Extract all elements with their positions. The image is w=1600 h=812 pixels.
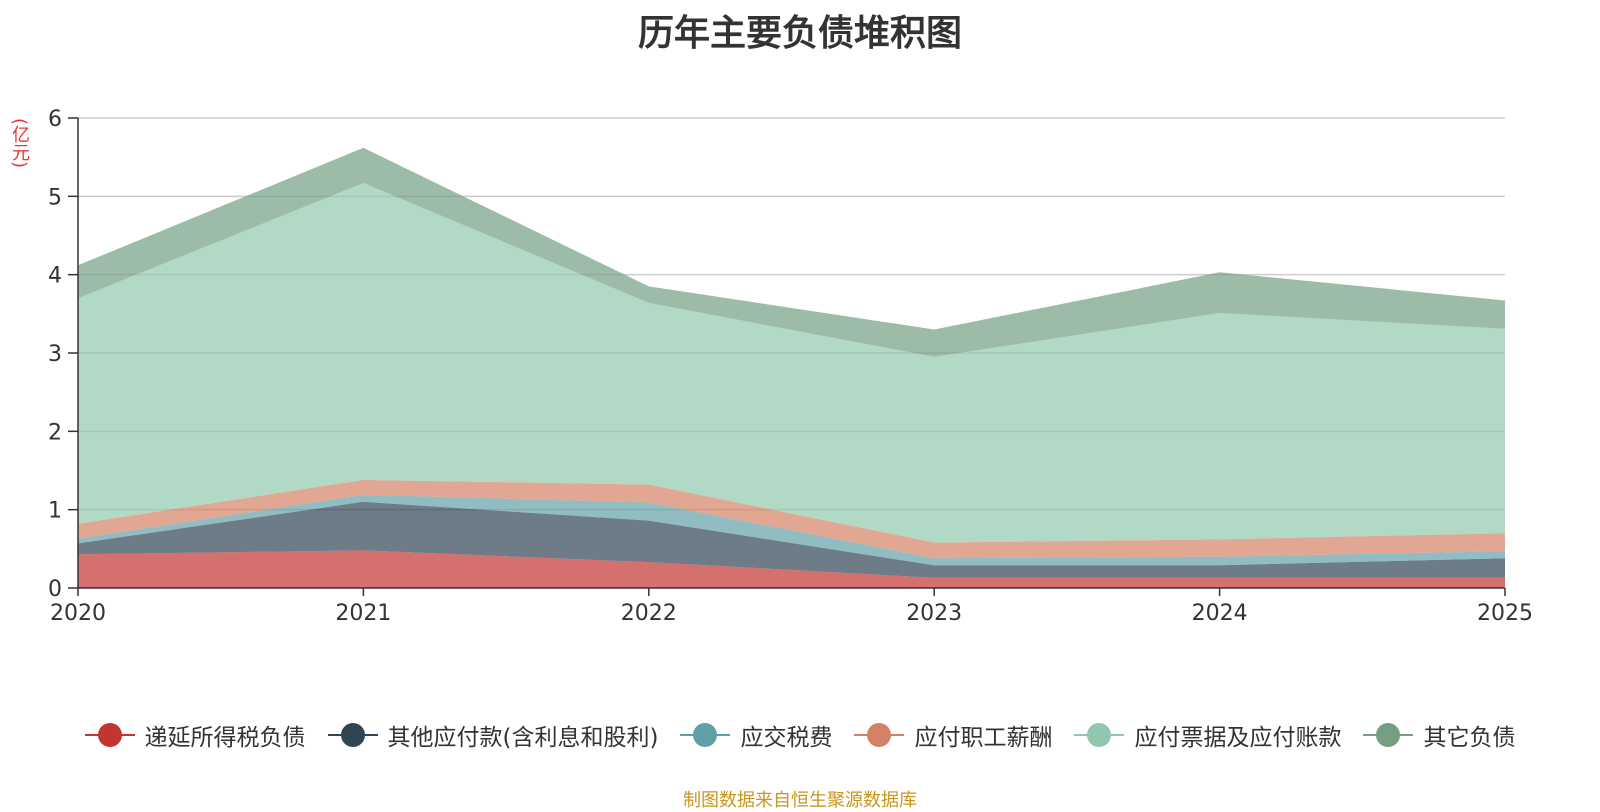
legend-item-5[interactable]: 应付票据及应付账款 — [1074, 718, 1341, 752]
y-tick-label: 2 — [48, 420, 62, 445]
y-tick-label: 5 — [48, 185, 62, 210]
y-tick-label: 4 — [48, 264, 62, 289]
x-tick-label: 2025 — [1477, 601, 1533, 626]
legend-label: 应付票据及应付账款 — [1134, 725, 1342, 751]
legend-item-2[interactable]: 其他应付款(含利息和股利) — [327, 718, 659, 752]
y-tick-label: 1 — [48, 499, 62, 524]
area-series-5 — [78, 183, 1505, 543]
area-series-2 — [78, 501, 1505, 578]
area-series-1 — [78, 550, 1505, 588]
area-series-6 — [78, 147, 1505, 357]
x-tick-label: 2020 — [50, 601, 106, 626]
area-series — [78, 147, 1505, 588]
x-tick-label: 2023 — [906, 601, 962, 626]
legend-item-4[interactable]: 应付职工薪酬 — [854, 718, 1052, 752]
x-tick-label: 2021 — [335, 601, 391, 626]
legend-item-3[interactable]: 应交税费 — [680, 718, 832, 752]
legend-label: 递延所得税负债 — [144, 725, 306, 751]
y-tick-label: 3 — [48, 342, 62, 367]
legend-marker-icon — [680, 723, 731, 747]
x-tick-label: 2022 — [621, 601, 677, 626]
legend-label: 应交税费 — [740, 725, 833, 751]
legend-label: 应付职工薪酬 — [914, 725, 1053, 751]
legend-marker-icon — [1363, 723, 1414, 747]
legend-marker-icon — [854, 723, 905, 747]
legend: 递延所得税负债 其他应付款(含利息和股利) 应交税费 应付职工薪酬 应付票据及应付账款 其… — [0, 718, 1600, 752]
legend-item-1[interactable]: 递延所得税负债 — [84, 718, 306, 752]
legend-marker-icon — [327, 723, 378, 747]
y-axis-unit-label: (亿元) — [9, 118, 30, 169]
legend-marker-icon — [1074, 723, 1125, 747]
area-series-4 — [78, 479, 1505, 559]
legend-label: 其他应付款(含利息和股利) — [387, 725, 659, 751]
y-tick-label: 6 — [48, 107, 62, 132]
y-tick-label: 0 — [48, 577, 62, 602]
chart-title: 历年主要负债堆积图 — [637, 13, 962, 54]
axes: 0 1 2 3 4 5 6 2020 2021 2022 2023 2024 2025 — [48, 107, 1533, 626]
x-tick-label: 2024 — [1192, 601, 1248, 626]
legend-item-6[interactable]: 其它负债 — [1363, 718, 1515, 752]
legend-marker-icon — [84, 723, 135, 747]
area-series-3 — [78, 494, 1505, 566]
legend-label: 其它负债 — [1423, 725, 1516, 751]
data-source-note: 制图数据来自恒生聚源数据库 — [683, 790, 917, 811]
